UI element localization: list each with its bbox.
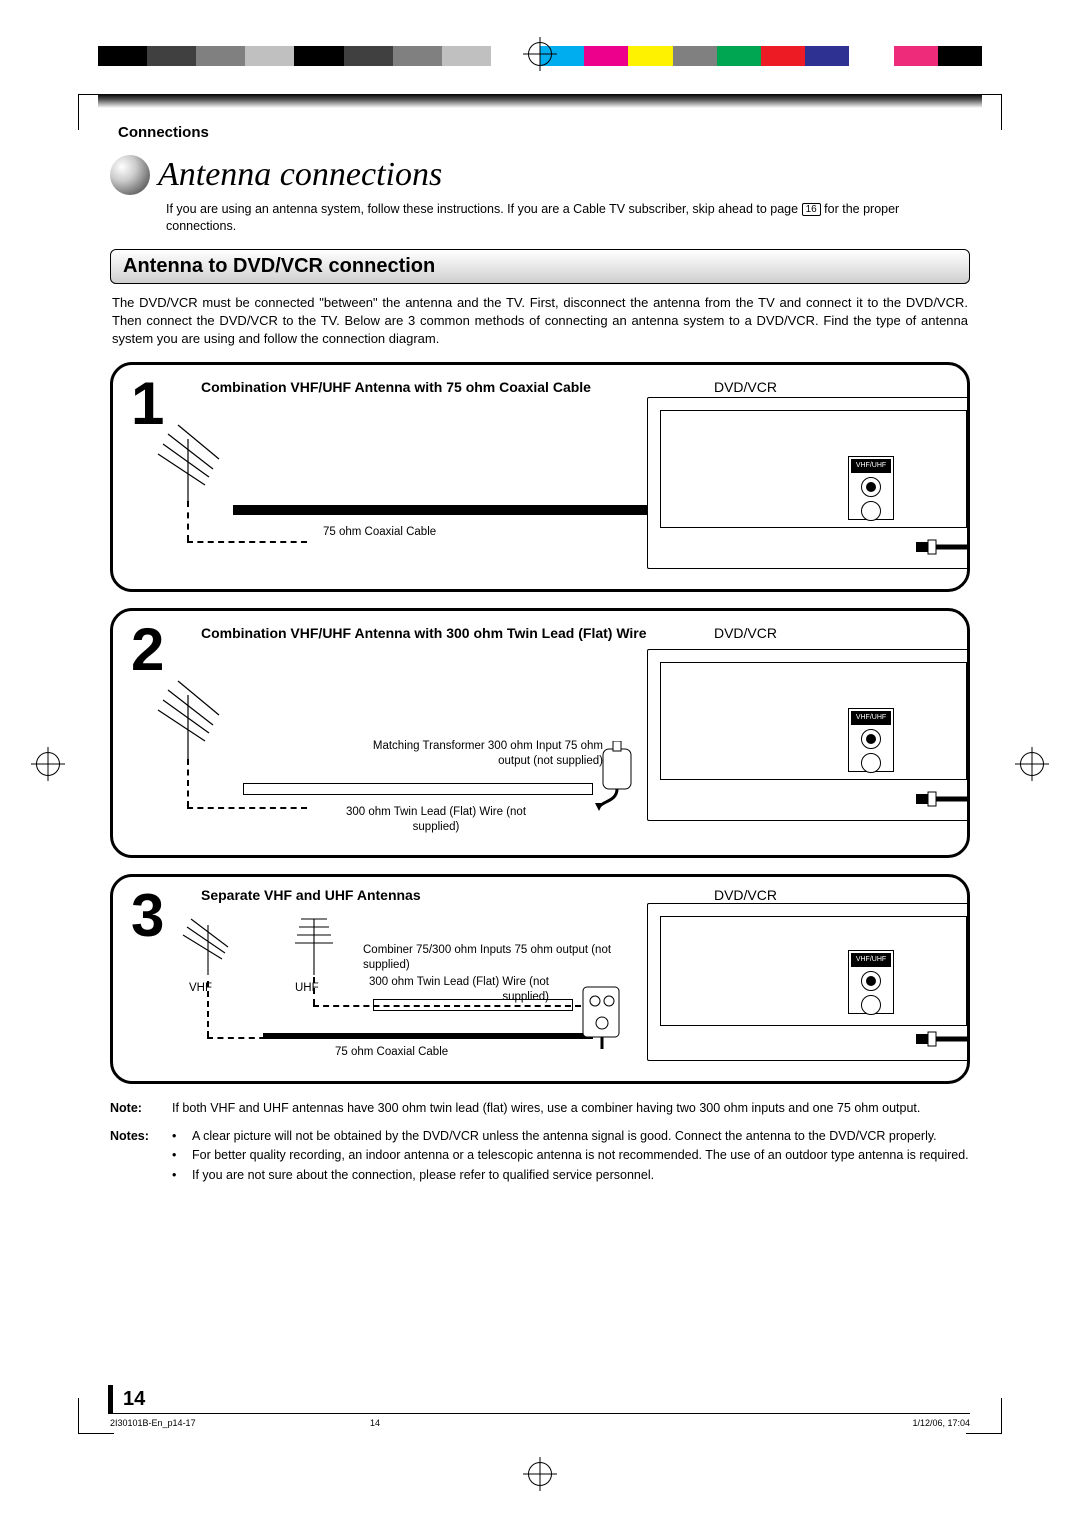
diagram-card-2: 2 Combination VHF/UHF Antenna with 300 o… [110,608,970,858]
page-title: Antenna connections [158,156,442,194]
single-note: Note: If both VHF and UHF antennas have … [110,1100,970,1118]
intro-part-a: If you are using an antenna system, foll… [166,202,798,216]
vhf-antenna-icon [173,907,243,977]
document-footer: 2I30101B-En_p14-17 14 1/12/06, 17:04 [110,1413,970,1428]
ant-out-port-icon [861,753,881,773]
bullet-icon: • [172,1128,182,1146]
diagram-card-3: 3 Separate VHF and UHF Antennas DVD/VCR … [110,874,970,1084]
note-item: For better quality recording, an indoor … [192,1147,970,1165]
ant-out-port-icon [861,501,881,521]
cable-dash [313,977,315,1005]
antenna-panel: VHF/UHF [848,456,894,520]
cable-dash [207,981,209,1037]
card-title: Combination VHF/UHF Antenna with 75 ohm … [201,379,591,395]
ant-out-port-icon [861,995,881,1015]
device-label: DVD/VCR [714,887,777,903]
antenna-panel: VHF/UHF [848,950,894,1014]
step-number: 2 [131,615,164,684]
note-item: If you are not sure about the connection… [192,1167,970,1185]
combiner-label: Combiner 75/300 ohm Inputs 75 ohm output… [363,943,633,972]
coax-cable [233,505,663,515]
output-plug-icon [916,536,970,558]
ant-in-port-icon [861,729,881,749]
registration-mark-icon [528,42,552,66]
twinlead-cable [243,783,593,795]
title-row: Antenna connections [110,155,970,195]
page-ref-box: 16 [802,203,821,216]
cable-dash [187,501,189,541]
panel-title: VHF/UHF [851,711,891,725]
device-rear: VHF/UHF [647,903,967,1061]
device-rear: VHF/UHF [647,397,967,569]
device-rear: VHF/UHF [647,649,967,821]
section-heading: Antenna to DVD/VCR connection [110,249,970,284]
bullet-icon: • [172,1147,182,1165]
ant-in-port-icon [861,971,881,991]
sphere-bullet-icon [110,155,150,195]
panel-title: VHF/UHF [851,459,891,473]
output-plug-icon [916,788,970,810]
crop-mark-icon [966,1398,1002,1434]
header-gradient [98,94,982,108]
note-label: Note: [110,1100,162,1118]
coax-label: 75 ohm Coaxial Cable [335,1045,448,1059]
panel-title: VHF/UHF [851,953,891,967]
footer-timestamp: 1/12/06, 17:04 [912,1418,970,1428]
notes-label: Notes: [110,1128,162,1146]
footer-page: 14 [370,1418,380,1428]
coax-cable [263,1033,593,1039]
page-number: 14 [108,1385,153,1414]
registration-mark-icon [1020,752,1044,776]
output-plug-icon [916,1028,970,1050]
cable-label: 75 ohm Coaxial Cable [323,525,436,539]
uhf-label: UHF [295,981,319,995]
notes-list: Notes: • A clear picture will not be obt… [110,1128,970,1185]
card-title: Separate VHF and UHF Antennas [201,887,421,903]
section-label: Connections [118,124,970,141]
note-text: If both VHF and UHF antennas have 300 oh… [172,1100,970,1118]
device-label: DVD/VCR [714,625,777,641]
step-number: 3 [131,881,164,950]
page-body: Connections Antenna connections If you a… [110,120,970,1408]
combiner-icon [575,977,635,1053]
cable-dash [187,807,307,809]
note-item: A clear picture will not be obtained by … [192,1128,970,1146]
cable-dash [187,759,189,807]
antenna-panel: VHF/UHF [848,708,894,772]
transformer-icon [593,741,653,811]
transformer-label: Matching Transformer 300 ohm Input 75 oh… [353,739,603,768]
twinlead-label: 300 ohm Twin Lead (Flat) Wire (not suppl… [349,975,549,1004]
uhf-antenna-icon [279,907,349,977]
antenna-icon [143,675,233,765]
ant-in-port-icon [861,477,881,497]
diagram-card-1: 1 Combination VHF/UHF Antenna with 75 oh… [110,362,970,592]
section-body: The DVD/VCR must be connected "between" … [112,294,968,349]
antenna-icon [143,419,233,509]
card-title: Combination VHF/UHF Antenna with 300 ohm… [201,625,647,641]
bullet-icon: • [172,1167,182,1185]
registration-mark-icon [36,752,60,776]
device-label: DVD/VCR [714,379,777,395]
intro-text: If you are using an antenna system, foll… [166,201,970,235]
footer-filename: 2I30101B-En_p14-17 [110,1418,196,1428]
cable-dash [187,541,307,543]
registration-mark-icon [528,1462,552,1486]
twinlead-label: 300 ohm Twin Lead (Flat) Wire (not suppl… [331,805,541,834]
